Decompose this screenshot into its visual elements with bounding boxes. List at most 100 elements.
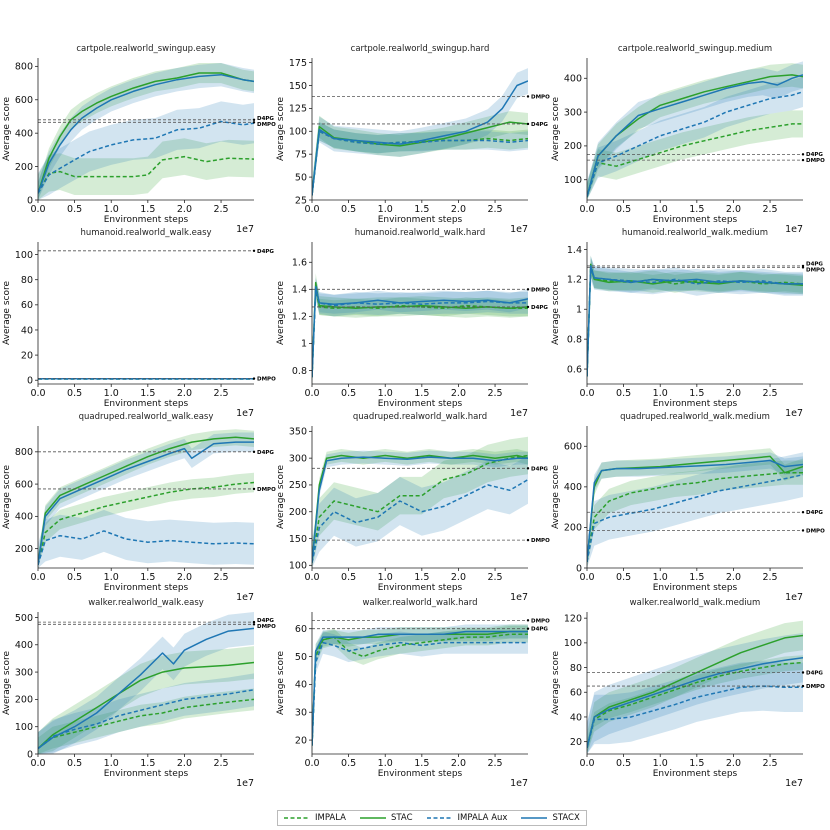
series-stacx — [587, 74, 803, 197]
panel-cartpole-realworld-swingup-medium: cartpole.realworld_swingup.medium D4PGDMP… — [551, 44, 825, 235]
ref-marker-d4pg — [801, 671, 805, 674]
series-impala — [587, 661, 803, 748]
panel-title: quadruped.realworld_walk.easy — [79, 412, 214, 422]
x-offset-label: 1e7 — [510, 408, 528, 419]
band-stacx — [38, 612, 254, 754]
x-axis-label: Environment steps — [378, 399, 463, 409]
y-tick-label: 1 — [576, 305, 582, 316]
y-tick-label: 125 — [289, 104, 307, 115]
band-impala-aux — [38, 101, 254, 200]
x-tick-label: 0.0 — [579, 758, 594, 769]
series-impala-aux — [587, 685, 803, 748]
series-impala-aux — [587, 91, 803, 197]
y-tick-label: 80 — [21, 275, 33, 286]
y-tick-label: 1 — [301, 339, 307, 350]
x-tick-label: 2.0 — [177, 758, 192, 769]
y-tick-label: 300 — [15, 667, 33, 678]
x-axis-label: Environment steps — [653, 769, 738, 779]
y-tick-label: 75 — [295, 149, 307, 160]
series-stac — [38, 72, 254, 194]
y-tick-label: 60 — [570, 688, 582, 699]
ref-marker-d4pg — [526, 305, 530, 309]
band-stacx — [587, 61, 803, 200]
y-tick-label: 1.4 — [567, 245, 582, 256]
panel-title: cartpole.realworld_swingup.medium — [618, 44, 772, 54]
x-tick-label: 0.5 — [341, 758, 356, 769]
ref-marker-dmpo — [526, 95, 530, 98]
ref-marker-d4pg — [801, 153, 805, 156]
x-tick-label: 0.0 — [30, 758, 45, 769]
band-stacx — [587, 633, 803, 754]
series-impala — [312, 454, 528, 563]
ref-marker-dmpo — [801, 266, 805, 269]
y-tick-label: 80 — [570, 663, 582, 674]
x-tick-label: 1.5 — [140, 572, 155, 583]
x-tick-label: 2.0 — [451, 572, 466, 583]
band-impala — [587, 255, 803, 384]
y-tick-label: 200 — [15, 162, 33, 173]
y-tick-label: 30 — [295, 708, 307, 719]
series-impala-aux — [587, 473, 803, 563]
x-tick-label: 2.5 — [213, 572, 228, 583]
ref-marker-dmpo — [526, 619, 530, 622]
x-offset-label: 1e7 — [785, 778, 803, 789]
band-stac — [38, 63, 254, 200]
band-impala — [587, 460, 803, 568]
band-impala-aux — [38, 509, 254, 568]
panel-quadruped-realworld-walk-medium: quadruped.realworld_walk.medium D4PG DMPO 0… — [551, 412, 825, 603]
x-tick-label: 1.0 — [104, 204, 119, 215]
series-stac — [38, 436, 254, 565]
band-stac — [587, 258, 803, 384]
series-stacx — [312, 80, 528, 196]
legend-swatch-impala-aux — [426, 817, 453, 819]
ref-label-d4pg: D4PG — [531, 122, 548, 128]
band-impala — [38, 138, 254, 200]
y-tick-label: 100 — [15, 722, 33, 733]
y-tick-label: 100 — [564, 175, 582, 186]
x-tick-label: 1.0 — [653, 572, 668, 583]
series-impala-aux — [38, 689, 254, 750]
y-tick-label: 60 — [21, 300, 33, 311]
y-tick-label: 200 — [564, 141, 582, 152]
series-stac — [312, 121, 528, 196]
ref-marker-dmpo — [526, 538, 530, 542]
y-tick-label: 0 — [27, 195, 33, 206]
series-impala-aux — [312, 478, 528, 563]
ref-label-d4pg: D4PG — [806, 262, 823, 268]
panel-title: humanoid.realworld_walk.easy — [80, 228, 211, 238]
legend-label-impala-aux: IMPALA Aux — [457, 813, 508, 823]
ref-label-dmpo: DMPO — [257, 122, 276, 128]
plot-area — [312, 68, 528, 200]
y-axis-label: Average score — [2, 651, 12, 715]
x-tick-label: 2.0 — [726, 388, 741, 399]
series-impala-aux — [38, 120, 254, 194]
x-tick-label: 2.0 — [726, 572, 741, 583]
plot-area — [38, 63, 254, 200]
y-tick-label: 0.6 — [567, 364, 582, 375]
band-stac — [587, 620, 803, 754]
panel-humanoid-realworld-walk-easy: humanoid.realworld_walk.easy D4PG DMPO 0 20 4… — [2, 228, 276, 419]
y-tick-label: 600 — [564, 442, 582, 453]
x-offset-label: 1e7 — [785, 224, 803, 235]
series-stac — [587, 634, 803, 748]
band-impala-aux — [312, 455, 528, 568]
band-impala — [38, 472, 254, 568]
x-tick-label: 2.0 — [177, 204, 192, 215]
ref-marker-dmpo — [252, 121, 256, 124]
x-tick-label: 1.5 — [689, 572, 704, 583]
x-tick-label: 2.5 — [762, 388, 777, 399]
ref-label-d4pg: D4PG — [257, 116, 274, 122]
x-tick-label: 2.0 — [451, 388, 466, 399]
y-tick-label: 175 — [289, 58, 307, 69]
ref-label-d4pg: D4PG — [257, 450, 274, 456]
x-tick-label: 1.5 — [414, 204, 429, 215]
ref-label-dmpo: DMPO — [806, 268, 825, 274]
x-offset-label: 1e7 — [510, 778, 528, 789]
y-axis-label: Average score — [276, 465, 286, 529]
x-offset-label: 1e7 — [236, 224, 254, 235]
y-tick-label: 25 — [295, 195, 307, 206]
ref-label-d4pg: D4PG — [531, 305, 548, 311]
x-axis-label: Environment steps — [653, 399, 738, 409]
y-tick-label: 200 — [564, 523, 582, 534]
x-offset-label: 1e7 — [236, 408, 254, 419]
